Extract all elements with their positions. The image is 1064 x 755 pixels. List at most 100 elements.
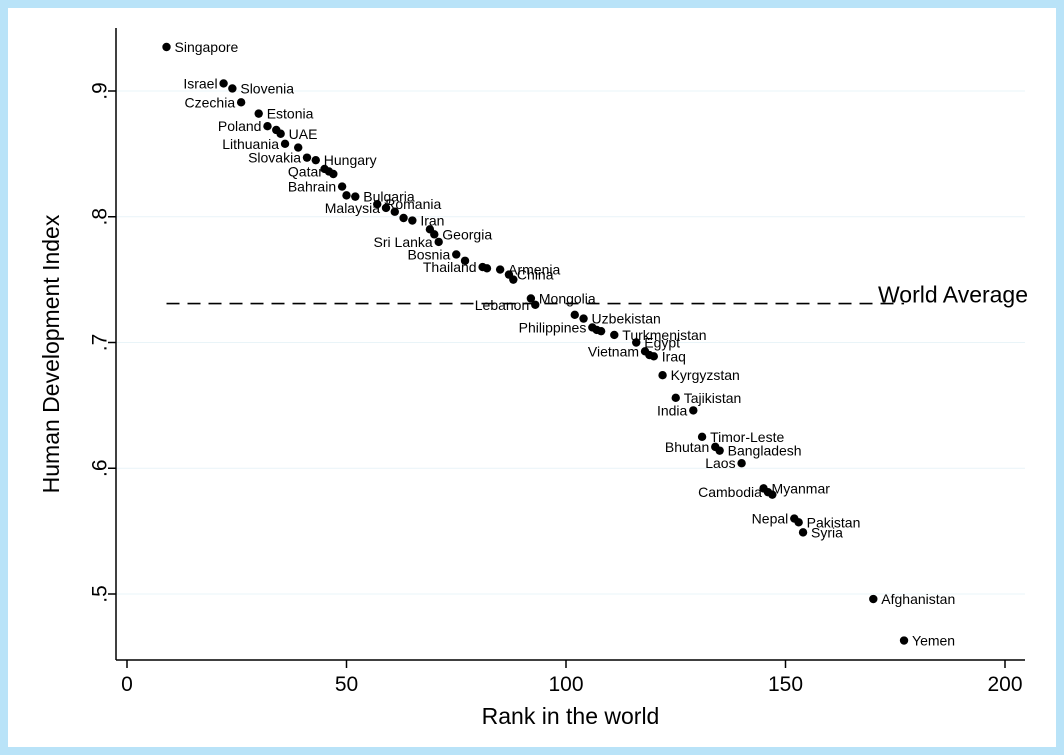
point-label: Armenia [508, 262, 560, 278]
data-point [434, 237, 443, 247]
point-label: Mongolia [539, 290, 596, 306]
data-point [610, 330, 619, 340]
point-label: Egypt [644, 335, 680, 351]
point-label: Tajikistan [684, 390, 742, 406]
point-label: Georgia [442, 226, 492, 242]
point-label: Estonia [267, 106, 314, 122]
point-label: India [657, 402, 688, 418]
point-label: Iran [420, 213, 444, 229]
x-tick-label: 200 [987, 673, 1022, 696]
x-tick-label: 50 [335, 673, 358, 696]
data-point [715, 446, 724, 455]
data-point [228, 84, 237, 93]
data-point [399, 213, 408, 223]
x-tick-label: 150 [768, 673, 803, 696]
data-point [697, 432, 707, 442]
gridlines [116, 90, 1025, 595]
data-point [337, 182, 347, 191]
data-point [632, 338, 641, 347]
data-point [671, 393, 680, 403]
data-point [452, 250, 461, 259]
data-point [460, 256, 470, 265]
data-point [737, 459, 746, 468]
data-point [408, 216, 417, 225]
x-tick-label: 0 [121, 673, 133, 696]
data-point [236, 98, 246, 107]
data-point [794, 518, 803, 527]
point-label: China [517, 267, 554, 283]
data-point [596, 326, 606, 336]
data-point [482, 264, 492, 273]
data-point [302, 153, 312, 162]
point-label: Turkmenistan [622, 327, 706, 343]
point-label: Bangladesh [728, 443, 802, 459]
data-point [768, 490, 777, 499]
x-axis-title: Rank in the world [482, 703, 660, 729]
point-label: Sri Lanka [374, 234, 433, 250]
x-tick-label: 100 [548, 673, 583, 696]
y-tick-label: .9 [88, 82, 111, 100]
point-label: Qatar [288, 163, 323, 179]
data-point [430, 230, 439, 239]
y-tick-label: .6 [88, 459, 111, 477]
point-label: Bahrain [288, 179, 336, 195]
point-label: Czechia [185, 94, 236, 110]
data-point [294, 143, 303, 152]
data-point [311, 155, 320, 165]
axes: .5 .6 .7 .8 .9 0 50 100 150 200 [88, 28, 1025, 696]
world-average-label: World Average [878, 282, 1028, 308]
data-point [869, 594, 878, 604]
point-label: Hungary [324, 152, 377, 168]
point-label: Israel [183, 75, 217, 91]
data-point [649, 352, 658, 361]
point-label: Slovenia [240, 80, 294, 96]
data-point [373, 199, 382, 209]
data-point [689, 406, 698, 415]
data-point [219, 79, 228, 88]
point-label: Myanmar [772, 480, 831, 496]
point-label: Romania [385, 196, 441, 212]
point-label: UAE [289, 126, 318, 142]
point-label: Thailand [423, 259, 477, 275]
data-point [342, 191, 351, 200]
point-label: Bulgaria [363, 189, 415, 205]
y-tick-label: .5 [88, 585, 111, 603]
world-average-line-group: World Average [166, 282, 1028, 308]
data-point [162, 42, 171, 52]
point-label: Timor-Leste [710, 429, 784, 445]
data-point [381, 203, 391, 213]
point-label: Uzbekistan [592, 311, 661, 327]
scatter-plot: World Average .5 .6 .7 .8 .9 0 50 100 150 200 Sin… [38, 28, 1028, 729]
point-label: Lebanon [475, 297, 530, 313]
data-point [899, 636, 909, 645]
data-point [531, 300, 540, 309]
data-point [526, 294, 536, 303]
point-label: Afghanistan [881, 591, 955, 607]
data-point [579, 314, 588, 323]
data-point [658, 370, 667, 380]
point-label: Bosnia [407, 246, 450, 262]
point-label: Bhutan [665, 439, 709, 455]
point-label: Syria [811, 524, 843, 540]
chart-frame: World Average .5 .6 .7 .8 .9 0 50 100 150 200 Sin… [8, 8, 1056, 747]
point-label: Philippines [519, 319, 587, 335]
data-point [276, 129, 285, 138]
data-point [495, 265, 505, 274]
data-point [509, 275, 518, 284]
point-label: Kyrgyzstan [671, 367, 740, 383]
point-label: Yemen [912, 633, 955, 649]
point-label: Nepal [752, 511, 789, 527]
y-tick-label: .8 [88, 208, 111, 226]
data-point [351, 192, 360, 201]
data-points [162, 42, 909, 645]
data-point [390, 207, 399, 216]
data-point [329, 169, 338, 179]
data-point [254, 109, 263, 118]
point-label: Slovakia [248, 150, 301, 166]
y-axis-title: Human Development Index [38, 214, 64, 493]
point-label: Poland [218, 118, 262, 134]
point-label: Singapore [175, 39, 239, 55]
point-label: Vietnam [588, 343, 639, 359]
y-tick-label: .7 [88, 334, 111, 352]
data-point [798, 528, 808, 537]
